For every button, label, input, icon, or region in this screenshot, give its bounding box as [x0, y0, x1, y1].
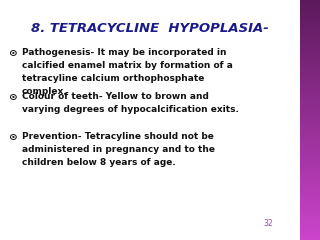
- Text: Prevention- Tetracyline should not be: Prevention- Tetracyline should not be: [22, 132, 214, 141]
- Text: varying degrees of hypocalcification exits.: varying degrees of hypocalcification exi…: [22, 105, 239, 114]
- Text: 32: 32: [263, 219, 273, 228]
- Text: children below 8 years of age.: children below 8 years of age.: [22, 158, 176, 167]
- Text: 8. TETRACYCLINE  HYPOPLASIA-: 8. TETRACYCLINE HYPOPLASIA-: [31, 22, 269, 35]
- Text: administered in pregnancy and to the: administered in pregnancy and to the: [22, 145, 215, 154]
- Text: complex.: complex.: [22, 87, 68, 96]
- Text: Pathogenesis- It may be incorporated in: Pathogenesis- It may be incorporated in: [22, 48, 227, 57]
- Text: ⊙: ⊙: [8, 48, 17, 58]
- Text: ⊙: ⊙: [8, 92, 17, 102]
- Text: calcified enamel matrix by formation of a: calcified enamel matrix by formation of …: [22, 61, 233, 70]
- Text: ⊙: ⊙: [8, 132, 17, 142]
- Text: tetracyline calcium orthophosphate: tetracyline calcium orthophosphate: [22, 74, 204, 83]
- Text: Colour of teeth- Yellow to brown and: Colour of teeth- Yellow to brown and: [22, 92, 209, 101]
